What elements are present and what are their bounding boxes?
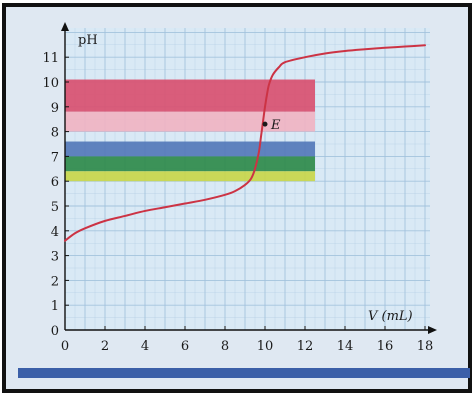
indicator-bands xyxy=(65,79,315,182)
equivalence-point-marker xyxy=(262,121,268,127)
indicator-band-4 xyxy=(65,171,315,182)
y-tick-label: 3 xyxy=(51,250,59,265)
equivalence-point-label: E xyxy=(270,118,281,133)
x-tick-label: 14 xyxy=(337,339,354,354)
indicator-band-0 xyxy=(65,79,315,112)
y-tick-label: 7 xyxy=(51,150,59,165)
x-tick-label: 16 xyxy=(377,339,394,354)
y-tick-label: 0 xyxy=(51,324,59,339)
y-tick-label: 9 xyxy=(51,101,59,116)
x-tick-label: 6 xyxy=(181,339,189,354)
x-tick-label: 12 xyxy=(297,339,314,354)
y-tick-label: 6 xyxy=(51,175,59,190)
x-tick-label: 18 xyxy=(417,339,434,354)
x-axis-label: V (mL) xyxy=(368,309,413,324)
y-tick-label: 2 xyxy=(51,274,59,289)
y-tick-label: 10 xyxy=(42,76,59,91)
y-axis-label: pH xyxy=(78,33,98,48)
y-tick-label: 11 xyxy=(42,51,59,66)
indicator-band-2 xyxy=(65,141,315,157)
x-tick-label: 10 xyxy=(257,339,274,354)
x-tick-label: 0 xyxy=(61,339,69,354)
indicator-band-1 xyxy=(65,111,315,132)
x-tick-label: 8 xyxy=(221,339,229,354)
annotation-layer: E xyxy=(262,118,281,133)
titration-curve-0 xyxy=(64,44,426,242)
curve-layer xyxy=(64,44,426,242)
x-tick-label: 2 xyxy=(101,339,109,354)
y-tick-label: 5 xyxy=(51,200,59,215)
x-tick-label: 4 xyxy=(141,339,149,354)
indicator-band-3 xyxy=(65,156,315,172)
y-tick-label: 1 xyxy=(51,299,59,314)
bottom-bar xyxy=(18,368,470,378)
y-tick-label: 4 xyxy=(51,225,59,240)
y-tick-label: 8 xyxy=(51,126,59,141)
y-axis-arrow xyxy=(61,22,69,31)
x-axis-arrow xyxy=(428,326,437,334)
